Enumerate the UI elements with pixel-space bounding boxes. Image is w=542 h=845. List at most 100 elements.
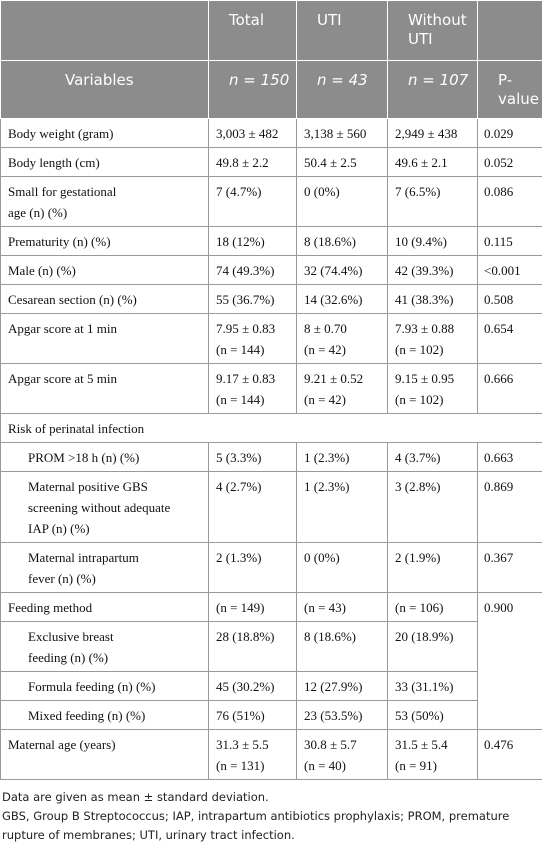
row-label: Feeding method [1, 593, 209, 622]
table-row: Prematurity (n) (%)18 (12%)8 (18.6%)10 (… [1, 227, 542, 256]
table-row: Mixed feeding (n) (%)76 (51%)23 (53.5%)5… [1, 701, 542, 730]
cell: 0.666 [478, 364, 542, 414]
cell: 42 (39.3%) [388, 256, 478, 285]
cell: 3,003 ± 482 [209, 119, 297, 148]
row-label: Male (n) (%) [1, 256, 209, 285]
cell: 9.17 ± 0.83 (n = 144) [209, 364, 297, 414]
cell: 5 (3.3%) [209, 443, 297, 472]
row-label: PROM >18 h (n) (%) [1, 443, 209, 472]
header-cell: UTI [297, 1, 388, 61]
cell: 7 (6.5%) [388, 177, 478, 227]
table-row: Risk of perinatal infection [1, 414, 542, 443]
header-cell: n = 150 [209, 61, 297, 119]
table-row: Maternal age (years)31.3 ± 5.5 (n = 131)… [1, 730, 542, 780]
cell: 2 (1.3%) [209, 543, 297, 593]
row-label: Prematurity (n) (%) [1, 227, 209, 256]
cell: 0.663 [478, 443, 542, 472]
cell: 0.476 [478, 730, 542, 780]
row-label: Maternal positive GBS screening without … [1, 472, 209, 543]
footnote: Data are given as mean ± standard deviat… [2, 788, 540, 807]
cell: 49.6 ± 2.1 [388, 148, 478, 177]
cell: 30.8 ± 5.7 (n = 40) [297, 730, 388, 780]
cell: (n = 43) [297, 593, 388, 622]
header-row: Variables n = 150 n = 43 n = 107 P- valu… [1, 61, 542, 119]
cell: 20 (18.9%) [388, 622, 478, 672]
table-row: PROM >18 h (n) (%)5 (3.3%)1 (2.3%)4 (3.7… [1, 443, 542, 472]
cell: 12 (27.9%) [297, 672, 388, 701]
table-row: Maternal intrapartum fever (n) (%)2 (1.3… [1, 543, 542, 593]
cell: 55 (36.7%) [209, 285, 297, 314]
cell: 2 (1.9%) [388, 543, 478, 593]
cell: 41 (38.3%) [388, 285, 478, 314]
cell: 8 ± 0.70 (n = 42) [297, 314, 388, 364]
cell: 0.052 [478, 148, 542, 177]
cell: 1 (2.3%) [297, 443, 388, 472]
table-row: Small for gestational age (n) (%)7 (4.7%… [1, 177, 542, 227]
cell: 50.4 ± 2.5 [297, 148, 388, 177]
cell: 7 (4.7%) [209, 177, 297, 227]
table-row: Male (n) (%)74 (49.3%)32 (74.4%)42 (39.3… [1, 256, 542, 285]
row-label: Apgar score at 5 min [1, 364, 209, 414]
cell: 3 (2.8%) [388, 472, 478, 543]
cell: 3,138 ± 560 [297, 119, 388, 148]
cell: 28 (18.8%) [209, 622, 297, 672]
table-row: Feeding method(n = 149)(n = 43)(n = 106)… [1, 593, 542, 622]
cell: 0.869 [478, 472, 542, 543]
row-label: Exclusive breast feeding (n) (%) [1, 622, 209, 672]
cell: (n = 106) [388, 593, 478, 622]
cell: 31.5 ± 5.4 (n = 91) [388, 730, 478, 780]
row-label: Body weight (gram) [1, 119, 209, 148]
cell: 53 (50%) [388, 701, 478, 730]
cell: <0.001 [478, 256, 542, 285]
cell: 0.900 [478, 593, 542, 730]
table-row: Exclusive breast feeding (n) (%)28 (18.8… [1, 622, 542, 672]
cell: 33 (31.1%) [388, 672, 478, 701]
cell: 9.15 ± 0.95 (n = 102) [388, 364, 478, 414]
header-cell: Without UTI [388, 1, 478, 61]
cell: 76 (51%) [209, 701, 297, 730]
cell: (n = 149) [209, 593, 297, 622]
cell: 0.086 [478, 177, 542, 227]
header-cell: P- value [478, 61, 542, 119]
cell: 0.115 [478, 227, 542, 256]
cell: 10 (9.4%) [388, 227, 478, 256]
cell: 14 (32.6%) [297, 285, 388, 314]
cell: 4 (3.7%) [388, 443, 478, 472]
cell: 0.029 [478, 119, 542, 148]
row-label: Apgar score at 1 min [1, 314, 209, 364]
row-label: Small for gestational age (n) (%) [1, 177, 209, 227]
cell: 32 (74.4%) [297, 256, 388, 285]
cell: 0.508 [478, 285, 542, 314]
cell: 18 (12%) [209, 227, 297, 256]
cell: 9.21 ± 0.52 (n = 42) [297, 364, 388, 414]
cell: 0 (0%) [297, 543, 388, 593]
row-label: Maternal age (years) [1, 730, 209, 780]
footnote: GBS, Group B Streptococcus; IAP, intrapa… [2, 807, 540, 845]
row-label: Maternal intrapartum fever (n) (%) [1, 543, 209, 593]
table-row: Formula feeding (n) (%)45 (30.2%)12 (27.… [1, 672, 542, 701]
table-row: Maternal positive GBS screening without … [1, 472, 542, 543]
header-cell: n = 107 [388, 61, 478, 119]
header-row: Total UTI Without UTI [1, 1, 542, 61]
cell: 0.654 [478, 314, 542, 364]
cell: 4 (2.7%) [209, 472, 297, 543]
footnotes: Data are given as mean ± standard deviat… [0, 780, 542, 845]
row-label: Mixed feeding (n) (%) [1, 701, 209, 730]
header-cell: Total [209, 1, 297, 61]
row-label: Risk of perinatal infection [1, 414, 542, 443]
cell: 31.3 ± 5.5 (n = 131) [209, 730, 297, 780]
row-label: Formula feeding (n) (%) [1, 672, 209, 701]
cell: 74 (49.3%) [209, 256, 297, 285]
row-label: Cesarean section (n) (%) [1, 285, 209, 314]
cell: 0.367 [478, 543, 542, 593]
header-cell [478, 1, 542, 61]
cell: 49.8 ± 2.2 [209, 148, 297, 177]
cell: 7.95 ± 0.83 (n = 144) [209, 314, 297, 364]
row-label: Body length (cm) [1, 148, 209, 177]
cell: 8 (18.6%) [297, 227, 388, 256]
cell: 1 (2.3%) [297, 472, 388, 543]
